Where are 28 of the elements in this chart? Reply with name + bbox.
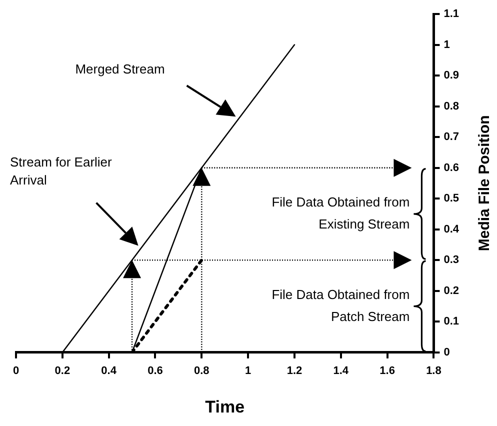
y-tick-label: 0.3 xyxy=(444,254,460,266)
annotation: Stream for Earlier Arrival xyxy=(10,154,113,188)
y-tick-label: 0.9 xyxy=(444,70,460,82)
x-tick-label: 0.4 xyxy=(101,365,118,378)
x-tick-label: 0.2 xyxy=(54,365,70,378)
y-tick-label: 0 xyxy=(444,346,450,358)
y-tick-label: 0.4 xyxy=(444,223,460,236)
annotation: Merged Stream xyxy=(75,62,165,77)
x-tick-label: 1.2 xyxy=(286,365,302,378)
y-tick-label: 0.6 xyxy=(444,162,460,174)
x-tick-label: 0.8 xyxy=(194,365,210,378)
x-tick-label: 1.8 xyxy=(426,365,442,378)
y-tick-label: 0.5 xyxy=(444,192,460,205)
annotation: File Data Obtained from Existing Stream xyxy=(272,194,410,232)
x-tick-label: 1.4 xyxy=(333,365,350,378)
y-tick-label: 1 xyxy=(444,38,450,51)
y-tick-label: 0.1 xyxy=(444,316,460,328)
y-tick-label: 1.1 xyxy=(444,8,460,20)
annotation: File Data Obtained from Patch Stream xyxy=(272,286,410,324)
x-tick-label: 0.6 xyxy=(148,365,163,378)
y-tick-label: 0.8 xyxy=(444,100,460,112)
y-tick-label: 0.2 xyxy=(444,284,460,297)
y-axis-title: Media File Position xyxy=(476,115,494,252)
x-axis-title: Time xyxy=(205,397,245,416)
x-tick-label: 1 xyxy=(245,365,252,378)
x-tick-label: 0 xyxy=(12,365,20,378)
y-tick-label: 0.7 xyxy=(444,131,460,144)
x-tick-label: 1.6 xyxy=(380,365,395,378)
